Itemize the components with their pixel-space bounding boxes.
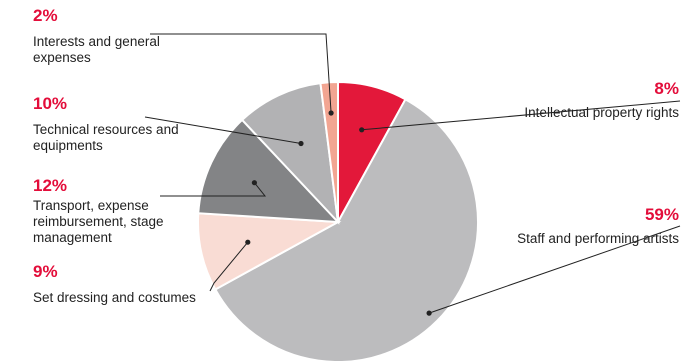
leader-line-transport	[160, 182, 267, 197]
category-label-set-dressing: Set dressing and costumes	[33, 290, 196, 305]
label-interests: 2% Interests and general expenses	[33, 6, 253, 66]
leader-dot-interests	[328, 110, 334, 116]
category-label-transport: Transport, expense reimbursement, stage …	[33, 198, 164, 245]
pie-slice-set-dressing	[197, 212, 342, 291]
label-set-dressing: 9% Set dressing and costumes	[33, 262, 253, 306]
leader-line-set-dressing	[209, 241, 249, 292]
label-transport: 12% Transport, expense reimbursement, st…	[33, 176, 253, 246]
leader-dot-set-dressing	[245, 239, 251, 245]
category-label-staff: Staff and performing artists	[517, 231, 679, 246]
category-label-interests: Interests and general expenses	[33, 34, 160, 65]
pie-slice-technical	[240, 81, 340, 225]
category-label-ip-rights: Intellectual property rights	[524, 105, 679, 120]
pie-slices	[197, 80, 479, 361]
value-label-staff: 59%	[644, 205, 679, 224]
leader-lines	[144, 33, 681, 316]
leader-line-technical	[144, 116, 302, 144]
value-label-transport: 12%	[33, 176, 68, 195]
label-staff: 59% Staff and performing artists	[439, 205, 679, 247]
category-label-technical: Technical resources and equipments	[33, 122, 179, 153]
leader-dot-technical	[298, 140, 304, 147]
value-label-technical: 10%	[33, 94, 68, 113]
value-label-interests: 2%	[33, 6, 58, 25]
leader-line-interests	[150, 33, 332, 114]
label-technical: 10% Technical resources and equipments	[33, 94, 253, 154]
leader-dot-transport	[251, 180, 257, 186]
leader-dot-ip-rights	[359, 127, 365, 133]
value-label-set-dressing: 9%	[33, 262, 58, 281]
pie-slice-staff	[213, 97, 479, 361]
label-ip-rights: 8% Intellectual property rights	[439, 79, 679, 121]
leader-line-staff	[428, 225, 681, 314]
leader-dot-staff	[426, 310, 432, 316]
leader-line-ip-rights	[361, 100, 681, 131]
value-label-ip-rights: 8%	[654, 79, 679, 98]
